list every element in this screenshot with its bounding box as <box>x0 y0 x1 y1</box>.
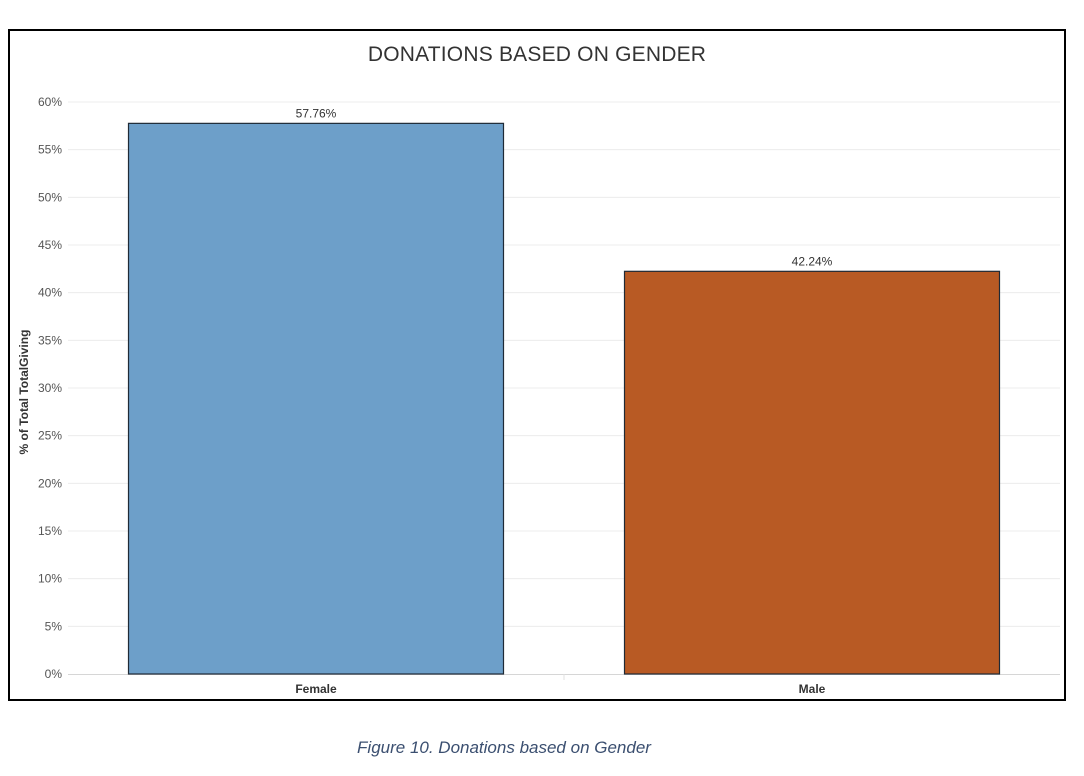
y-tick-label: 60% <box>38 95 62 109</box>
y-tick-label: 30% <box>38 381 62 395</box>
x-tick-label: Female <box>295 682 337 696</box>
y-tick-label: 15% <box>38 524 62 538</box>
y-tick-label: 40% <box>38 286 62 300</box>
x-tick-label: Male <box>799 682 826 696</box>
y-tick-label: 35% <box>38 333 62 347</box>
y-tick-label: 10% <box>38 572 62 586</box>
y-tick-label: 20% <box>38 476 62 490</box>
chart-title: DONATIONS BASED ON GENDER <box>367 43 707 66</box>
y-tick-label: 25% <box>38 429 62 443</box>
data-label: 57.76% <box>296 106 337 120</box>
y-tick-label: 55% <box>38 143 62 157</box>
y-tick-label: 5% <box>45 619 63 633</box>
chart-frame: DONATIONS BASED ON GENDER % of Total Tot… <box>8 29 1066 701</box>
data-label: 42.24% <box>792 254 833 268</box>
y-tick-label: 50% <box>38 190 62 204</box>
figure-caption: Figure 10. Donations based on Gender <box>357 738 651 757</box>
bar-male <box>623 270 1001 675</box>
bar-female <box>127 122 505 675</box>
bar-chart-plot: 0% 5% 10% 15% 20% 25% 30% 35% 40% 45% 50% 55% 60% 57.… <box>38 95 1060 696</box>
y-tick-label: 0% <box>45 667 63 681</box>
y-tick-label: 45% <box>38 238 62 252</box>
